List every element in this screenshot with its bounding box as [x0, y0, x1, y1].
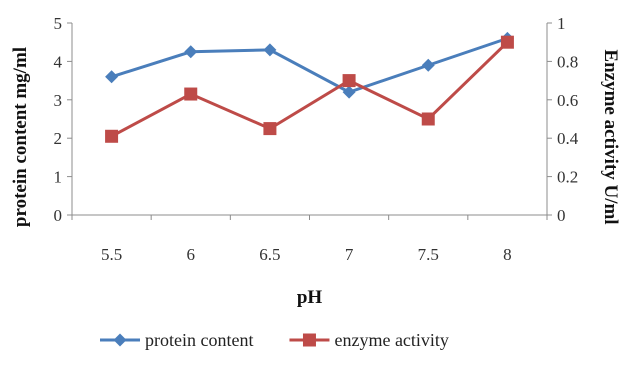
- legend-marker: [113, 333, 127, 347]
- right-y-tick-label: 0: [557, 206, 566, 225]
- x-tick-label: 6: [187, 245, 196, 264]
- left-y-tick-label: 2: [54, 129, 63, 148]
- series-line: [111, 36, 508, 94]
- data-point: [421, 112, 435, 126]
- series-protein-content: [105, 31, 514, 99]
- axes: 0 1 2 3 4 5 0 0.2 0.4 0.6 0.8 1 5.5 6 6.5 7 7.5 8: [54, 14, 579, 264]
- x-tick-label: 7.5: [418, 245, 439, 264]
- right-y-tick-label: 0.6: [557, 91, 578, 110]
- data-point: [421, 58, 435, 72]
- legend-label: protein content: [145, 330, 253, 350]
- right-y-axis-title: Enzyme activity U/ml: [600, 49, 621, 224]
- left-y-axis-title: protein content mg/ml: [10, 47, 31, 227]
- data-point: [263, 43, 277, 57]
- data-point: [105, 129, 119, 143]
- legend-item: protein content: [100, 330, 253, 350]
- legend: protein content enzyme activity: [100, 330, 449, 350]
- x-tick-label: 6.5: [259, 245, 280, 264]
- legend-label: enzyme activity: [334, 330, 448, 350]
- x-tick-label: 5.5: [101, 245, 122, 264]
- data-point: [184, 45, 198, 59]
- right-y-tick-label: 0.8: [557, 52, 578, 71]
- data-point: [342, 85, 356, 99]
- legend-item: enzyme activity: [289, 330, 449, 350]
- left-y-tick-label: 5: [54, 14, 63, 33]
- series-layer: [105, 31, 514, 143]
- right-y-tick-label: 0.2: [557, 168, 578, 187]
- data-point: [184, 87, 198, 101]
- data-point: [342, 74, 356, 88]
- x-tick-label: 8: [503, 245, 512, 264]
- data-point: [263, 122, 277, 136]
- data-point: [105, 70, 119, 84]
- legend-marker: [302, 333, 316, 347]
- left-y-tick-label: 4: [54, 52, 63, 71]
- series-enzyme-activity: [105, 35, 514, 143]
- x-axis-title: pH: [297, 287, 323, 308]
- left-y-tick-label: 3: [54, 91, 63, 110]
- right-y-tick-label: 0.4: [557, 129, 579, 148]
- left-y-tick-label: 0: [54, 206, 63, 225]
- left-y-tick-label: 1: [54, 168, 63, 187]
- right-y-tick-label: 1: [557, 14, 566, 33]
- series-line: [110, 41, 509, 138]
- x-tick-label: 7: [345, 245, 354, 264]
- data-point: [500, 35, 514, 49]
